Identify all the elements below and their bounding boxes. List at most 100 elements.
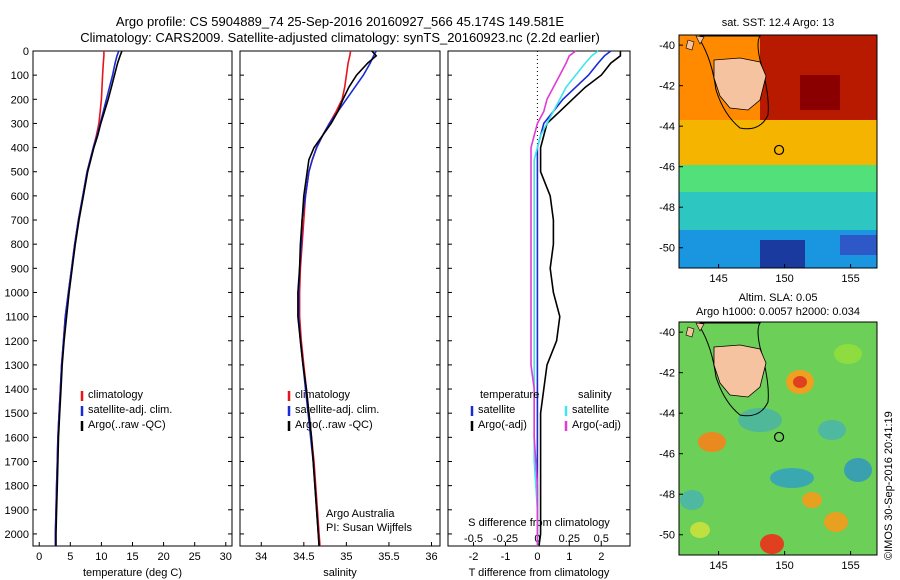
depth-tick-label: 500: [11, 167, 29, 179]
depth-tick-label: 1900: [5, 505, 29, 517]
difference-frame: [447, 50, 631, 547]
sla-map-panel: Altim. SLA: 0.05 Argo h1000: 0.0057 h200…: [659, 292, 878, 572]
depth-tick-label: 1300: [5, 360, 29, 372]
difference-xlabel: T difference from climatology: [469, 567, 610, 579]
depth-tick-label: 400: [11, 143, 29, 155]
sst-map-frame: [678, 34, 878, 269]
legend-label: Argo(..raw -QC): [295, 419, 373, 431]
sst-ytick-label: -40: [659, 40, 675, 52]
salinity-xtick-label: 34.5: [293, 551, 314, 563]
sst-ytick-label: -50: [659, 243, 675, 255]
legend-label: satellite: [572, 404, 609, 416]
salinity-xtick-label: 34: [255, 551, 267, 563]
depth-tick-label: 1400: [5, 384, 29, 396]
depth-tick-label: 1500: [5, 408, 29, 420]
sst-ytick-label: -46: [659, 162, 675, 174]
temperature-xtick-label: 5: [67, 551, 73, 563]
header-line-2: Climatology: CARS2009. Satellite-adjuste…: [80, 30, 600, 45]
difference-xtick-label: -2: [469, 551, 479, 563]
legend-label: Argo(-adj): [572, 419, 621, 431]
sst-float-marker: [773, 144, 785, 156]
salinity-xtick-label: 35.5: [378, 551, 399, 563]
sst-ytick-label: -44: [659, 121, 675, 133]
sla-map-title-2: Argo h1000: 0.0057 h2000: 0.034: [696, 306, 860, 318]
sla-ytick-label: -46: [659, 449, 675, 461]
watermark: ©IMOS 30-Sep-2016 20:41:19: [883, 411, 895, 560]
temperature-xtick-label: 0: [36, 551, 42, 563]
sla-xtick-label: 155: [841, 560, 859, 572]
salinity-xtick-label: 36: [425, 551, 437, 563]
series-s-argo-adj-: [530, 50, 577, 546]
sla-ytick-label: -40: [659, 327, 675, 339]
series-climatology: [54, 51, 105, 546]
depth-tick-label: 1600: [5, 432, 29, 444]
s-xtick-label: -0.5: [464, 533, 483, 545]
depth-tick-label: 1200: [5, 336, 29, 348]
difference-xtick-label: 1: [566, 551, 572, 563]
temperature-xtick-label: 20: [157, 551, 169, 563]
sst-map-panel: sat. SST: 12.4 Argo: 13 145 150 155 -40 -42 -…: [659, 17, 878, 285]
sla-ytick-label: -44: [659, 408, 675, 420]
sla-ytick-label: -48: [659, 489, 675, 501]
temperature-panel: 0100200300400500600700800900100011001200…: [5, 46, 233, 579]
s-xlabel: S difference from climatology: [468, 517, 610, 529]
depth-tick-label: 100: [11, 70, 29, 82]
temperature-xtick-label: 10: [95, 551, 107, 563]
sst-ytick-label: -42: [659, 81, 675, 93]
sst-ytick-label: -48: [659, 202, 675, 214]
difference-xtick-label: 2: [598, 551, 604, 563]
sst-map-title: sat. SST: 12.4 Argo: 13: [722, 17, 835, 29]
sla-map-frame: [678, 321, 878, 556]
argo-australia-label: Argo Australia: [326, 508, 395, 520]
sst-xtick-label: 145: [709, 273, 727, 285]
sst-xtick-label: 155: [841, 273, 859, 285]
pi-label: PI: Susan Wijffels: [326, 522, 412, 534]
temperature-xtick-label: 25: [189, 551, 201, 563]
sla-map-axes: 145 150 155 -40 -42 -44 -46 -48 -50: [659, 327, 860, 572]
depth-tick-label: 300: [11, 118, 29, 130]
sla-map-title-1: Altim. SLA: 0.05: [739, 292, 818, 304]
header-line-1: Argo profile: CS 5904889_74 25-Sep-2016 …: [116, 14, 564, 29]
difference-panel: -2 -1 0 1 2 T difference from climatology -0.5…: [447, 50, 631, 579]
temperature-frame: [32, 50, 233, 547]
sla-field: [679, 322, 877, 555]
legend-label: satellite: [478, 404, 515, 416]
legend-label: climatology: [295, 389, 351, 401]
s-xtick-label: 0.25: [559, 533, 580, 545]
depth-tick-label: 600: [11, 191, 29, 203]
profile-panels: 0100200300400500600700800900100011001200…: [5, 46, 631, 579]
legend-title-salinity: salinity: [578, 389, 612, 401]
depth-tick-label: 800: [11, 239, 29, 251]
difference-xtick-label: -1: [501, 551, 511, 563]
s-xtick-label: 0.5: [594, 533, 609, 545]
temperature-xlabel: temperature (deg C): [83, 567, 182, 579]
series-argo-raw-qc-: [297, 50, 378, 547]
temperature-xtick-label: 15: [126, 551, 138, 563]
legend-label: satellite-adj. clim.: [295, 404, 379, 416]
salinity-xlabel: salinity: [323, 567, 357, 579]
difference-xtick-label: 0: [534, 551, 540, 563]
salinity-panel: 34 34.5 35 35.5 36 salinity climatology satelli…: [239, 50, 441, 579]
series-climatology: [298, 50, 352, 547]
salinity-frame: [239, 50, 441, 547]
depth-tick-label: 2000: [5, 529, 29, 541]
depth-tick-label: 200: [11, 94, 29, 106]
depth-tick-label: 900: [11, 263, 29, 275]
legend-label: Argo(-adj): [478, 419, 527, 431]
depth-tick-label: 1700: [5, 456, 29, 468]
legend-title-temperature: temperature: [480, 389, 539, 401]
sla-ytick-label: -42: [659, 368, 675, 380]
legend-label: Argo(..raw -QC): [88, 419, 166, 431]
temperature-xtick-label: 30: [220, 551, 232, 563]
series-t-argo-adj-: [538, 51, 622, 547]
legend-label: satellite-adj. clim.: [88, 404, 172, 416]
sst-map-axes: 145 150 155 -40 -42 -44 -46 -48 -50: [659, 40, 860, 285]
depth-tick-label: 1000: [5, 287, 29, 299]
legend-label: climatology: [88, 389, 144, 401]
depth-tick-label: 1100: [5, 312, 29, 324]
s-xtick-label: -0.25: [493, 533, 518, 545]
salinity-xtick-label: 35: [340, 551, 352, 563]
series-satellite-adj-clim-: [54, 50, 120, 546]
sla-ytick-label: -50: [659, 530, 675, 542]
